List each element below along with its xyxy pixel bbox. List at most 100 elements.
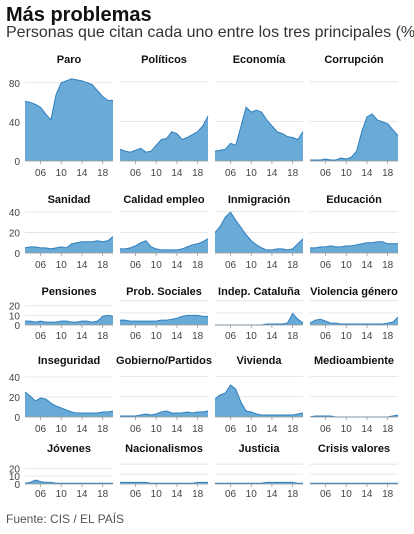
y-tick-label: 0 — [14, 157, 20, 168]
x-tick-label: 10 — [246, 168, 258, 179]
x-tick-label: 06 — [225, 331, 237, 342]
series-line — [24, 78, 113, 122]
series-line — [214, 106, 304, 152]
y-tick-label: 0 — [14, 249, 20, 260]
x-tick-label: 18 — [97, 168, 109, 179]
x-tick-label: 14 — [171, 331, 183, 342]
x-tick-label: 18 — [192, 168, 204, 179]
x-tick-label: 14 — [266, 489, 278, 500]
series-line — [24, 479, 113, 484]
y-tick-label: 20 — [9, 229, 21, 240]
series-line — [214, 211, 304, 251]
x-tick-label: 06 — [225, 260, 237, 271]
y-tick-label: 20 — [9, 393, 21, 404]
panel-title: Sanidad — [48, 194, 91, 206]
panel-paro: Paro 0 40 80 06 10 14 18 — [9, 54, 113, 179]
panel-title: Gobierno/Partidos — [116, 355, 212, 367]
series-line — [24, 391, 114, 414]
x-tick-label: 14 — [76, 168, 88, 179]
area-series — [25, 480, 113, 484]
series-line — [310, 241, 398, 249]
x-tick-label: 10 — [341, 260, 353, 271]
x-tick-label: 06 — [225, 489, 237, 500]
x-tick-label: 18 — [287, 489, 299, 500]
x-tick-label: 06 — [35, 331, 47, 342]
x-tick-label: 10 — [341, 331, 353, 342]
x-tick-label: 18 — [287, 260, 299, 271]
series-line — [215, 481, 303, 484]
x-tick-label: 06 — [130, 424, 142, 435]
panel-title: Justicia — [239, 443, 281, 455]
x-tick-label: 18 — [287, 424, 299, 435]
x-tick-label: 10 — [246, 489, 258, 500]
panel-title: Nacionalismos — [125, 443, 203, 455]
series-line — [120, 481, 208, 484]
x-tick-label: 18 — [192, 331, 204, 342]
y-tick-label: 40 — [9, 118, 21, 129]
x-tick-label: 06 — [320, 424, 332, 435]
panel-sanidad: Sanidad 0 20 40 06 10 14 18 — [9, 194, 114, 271]
panel-inseguridad: Inseguridad 0 20 40 06 10 14 18 — [9, 355, 114, 435]
chart-subtitle: Personas que citan cada uno entre los tr… — [6, 24, 414, 41]
panel-indep-cataluna: Indep. Cataluña 06 10 14 18 — [215, 286, 304, 342]
x-tick-label: 10 — [246, 331, 258, 342]
panel-title: Jóvenes — [47, 443, 91, 455]
x-tick-label: 18 — [192, 260, 204, 271]
x-tick-label: 10 — [56, 168, 68, 179]
area-series — [310, 114, 398, 161]
x-tick-label: 06 — [130, 331, 142, 342]
area-series — [310, 241, 398, 253]
x-tick-label: 18 — [192, 424, 204, 435]
panel-justicia: Justicia 06 10 14 18 — [215, 443, 303, 500]
x-tick-label: 14 — [171, 489, 183, 500]
panel-vivienda: Vivienda 06 10 14 18 — [214, 355, 304, 435]
x-tick-label: 18 — [382, 424, 394, 435]
x-tick-label: 14 — [76, 331, 88, 342]
x-tick-label: 06 — [35, 424, 47, 435]
panel-title: Inmigración — [228, 194, 291, 206]
y-tick-label: 0 — [14, 413, 20, 424]
panel-politicos: Políticos 06 10 14 18 — [119, 54, 209, 179]
x-tick-label: 18 — [382, 331, 394, 342]
panel-title: Políticos — [141, 54, 187, 66]
x-tick-label: 06 — [225, 424, 237, 435]
y-tick-label: 20 — [9, 464, 21, 475]
series-line — [120, 238, 209, 251]
x-tick-label: 14 — [171, 260, 183, 271]
x-tick-label: 10 — [151, 260, 163, 271]
panel-title: Violencia género — [310, 286, 398, 298]
x-tick-label: 18 — [382, 168, 394, 179]
area-series — [215, 385, 303, 417]
y-tick-label: 80 — [9, 79, 21, 90]
chart-title: Más problemas — [6, 4, 152, 26]
x-tick-label: 06 — [35, 168, 47, 179]
x-tick-label: 10 — [341, 489, 353, 500]
series-line — [309, 316, 399, 325]
panel-violencia-genero: Violencia género 06 10 14 18 — [309, 286, 399, 342]
panel-title: Crisis valores — [318, 443, 390, 455]
x-tick-label: 14 — [266, 331, 278, 342]
y-tick-label: 40 — [9, 208, 21, 219]
x-tick-label: 18 — [97, 489, 109, 500]
panel-corrupcion: Corrupción 06 10 14 18 — [310, 54, 399, 179]
x-tick-label: 14 — [361, 489, 373, 500]
panel-title: Calidad empleo — [123, 194, 205, 206]
x-tick-label: 14 — [361, 168, 373, 179]
y-tick-label: 10 — [9, 311, 21, 322]
x-tick-label: 14 — [266, 168, 278, 179]
x-tick-label: 06 — [225, 168, 237, 179]
panel-title: Prob. Sociales — [126, 286, 202, 298]
panel-economia: Economía 06 10 14 18 — [214, 54, 304, 179]
series-line — [120, 410, 209, 417]
x-tick-label: 10 — [56, 424, 68, 435]
area-series — [120, 238, 208, 253]
y-tick-label: 40 — [9, 373, 21, 384]
panel-title: Medioambiente — [314, 355, 394, 367]
panel-educacion: Educación 06 10 14 18 — [310, 194, 398, 271]
x-tick-label: 14 — [266, 260, 278, 271]
x-tick-label: 10 — [151, 168, 163, 179]
series-line — [24, 236, 114, 250]
y-tick-label: 0 — [14, 480, 20, 491]
